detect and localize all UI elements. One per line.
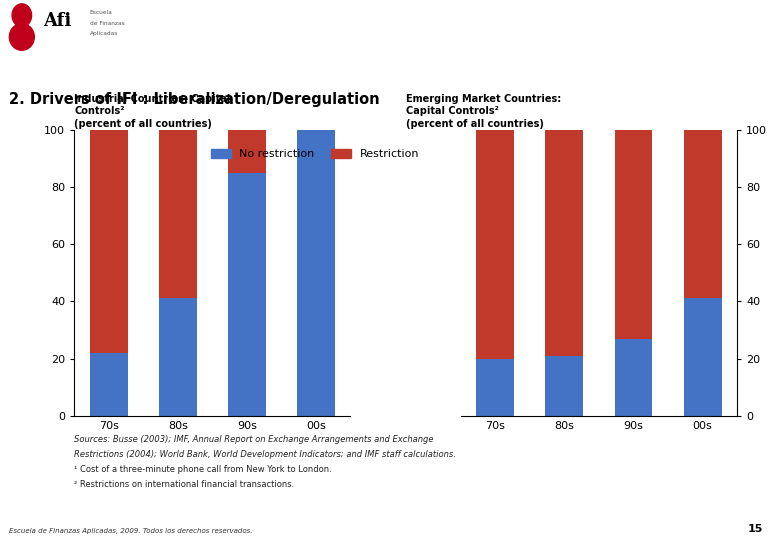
- Text: de Finanzas: de Finanzas: [90, 21, 125, 25]
- Bar: [545, 356, 583, 416]
- Bar: [297, 130, 335, 416]
- Bar: [228, 130, 266, 172]
- Bar: [477, 130, 514, 359]
- Bar: [158, 130, 197, 299]
- Text: 15: 15: [747, 523, 763, 534]
- Legend: No restriction, Restriction: No restriction, Restriction: [206, 144, 424, 164]
- Bar: [90, 130, 128, 353]
- Bar: [683, 130, 722, 299]
- Text: Afi: Afi: [43, 11, 71, 30]
- Text: Aplicadas: Aplicadas: [90, 31, 118, 36]
- Text: Restrictions (2004); World Bank, World Development Indicators; and IMF staff cal: Restrictions (2004); World Bank, World D…: [74, 450, 456, 459]
- Bar: [615, 130, 653, 339]
- Text: Industrial Countries: Capital
Controls²
(percent of all countries): Industrial Countries: Capital Controls² …: [74, 94, 230, 129]
- Text: Emerging Market Countries:
Capital Controls²
(percent of all countries): Emerging Market Countries: Capital Contr…: [406, 94, 561, 129]
- Text: Sources: Busse (2003); IMF, Annual Report on Exchange Arrangements and Exchange: Sources: Busse (2003); IMF, Annual Repor…: [74, 435, 434, 444]
- Ellipse shape: [12, 4, 31, 27]
- Text: 2. Drivers of IFI : Liberalization/Deregulation: 2. Drivers of IFI : Liberalization/Dereg…: [9, 92, 380, 107]
- Text: Escuela: Escuela: [90, 10, 112, 15]
- Bar: [615, 339, 653, 416]
- Bar: [228, 172, 266, 416]
- Text: Integración Financiera Internacional y Crisis Financieras Internacionales . Emil: Integración Financiera Internacional y C…: [9, 62, 461, 73]
- Text: Escuela de Finanzas Aplicadas, 2009. Todos los derechos reservados.: Escuela de Finanzas Aplicadas, 2009. Tod…: [9, 528, 253, 534]
- Bar: [683, 299, 722, 416]
- Text: ² Restrictions on international financial transactions.: ² Restrictions on international financia…: [74, 480, 294, 489]
- Bar: [545, 130, 583, 356]
- Bar: [90, 353, 128, 416]
- Bar: [477, 359, 514, 416]
- Ellipse shape: [9, 24, 34, 50]
- Bar: [158, 299, 197, 416]
- Text: ¹ Cost of a three-minute phone call from New York to London.: ¹ Cost of a three-minute phone call from…: [74, 465, 332, 474]
